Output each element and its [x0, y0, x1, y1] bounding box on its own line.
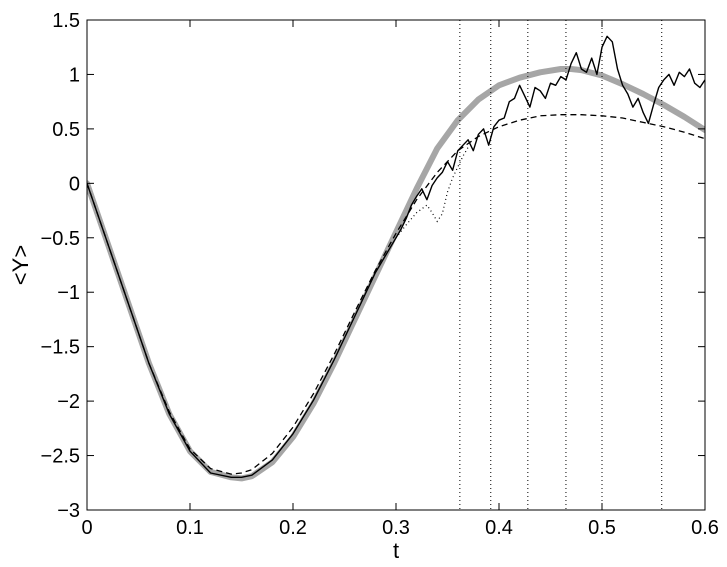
x-tick-label: 0.1	[176, 517, 204, 539]
y-tick-label: −3	[57, 500, 80, 522]
x-tick-label: 0.4	[485, 517, 513, 539]
y-tick-label: −2.5	[41, 446, 80, 468]
series-layer	[87, 35, 705, 482]
y-tick-labels: −3 −2.5 −2 −1.5 −1 −0.5 0 0.5 1 1.5	[41, 10, 80, 522]
axis-ticks	[86, 19, 706, 511]
x-tick-label: 0.6	[691, 517, 719, 539]
y-tick-label: 0	[69, 173, 80, 195]
series-line-solid	[87, 35, 705, 478]
y-tick-label: −0.5	[41, 228, 80, 250]
y-axis-title: <Y>	[8, 245, 33, 285]
x-tick-labels: 0 0.1 0.2 0.3 0.4 0.5 0.6	[81, 517, 718, 539]
y-tick-label: −1	[57, 282, 80, 304]
y-tick-label: 0.5	[52, 119, 80, 141]
x-tick-label: 0.3	[382, 517, 410, 539]
x-tick-label: 0.2	[279, 517, 307, 539]
y-tick-label: −2	[57, 391, 80, 413]
series-line-dashed	[87, 114, 705, 475]
y-tick-label: 1	[69, 64, 80, 86]
vertical-marker-lines	[459, 20, 663, 510]
series-line-thick-gray	[87, 66, 705, 482]
x-tick-label: 0.5	[588, 517, 616, 539]
y-tick-label: −1.5	[41, 337, 80, 359]
y-tick-label: 1.5	[52, 10, 80, 32]
x-axis-title: t	[393, 538, 399, 563]
x-tick-label: 0	[81, 517, 92, 539]
